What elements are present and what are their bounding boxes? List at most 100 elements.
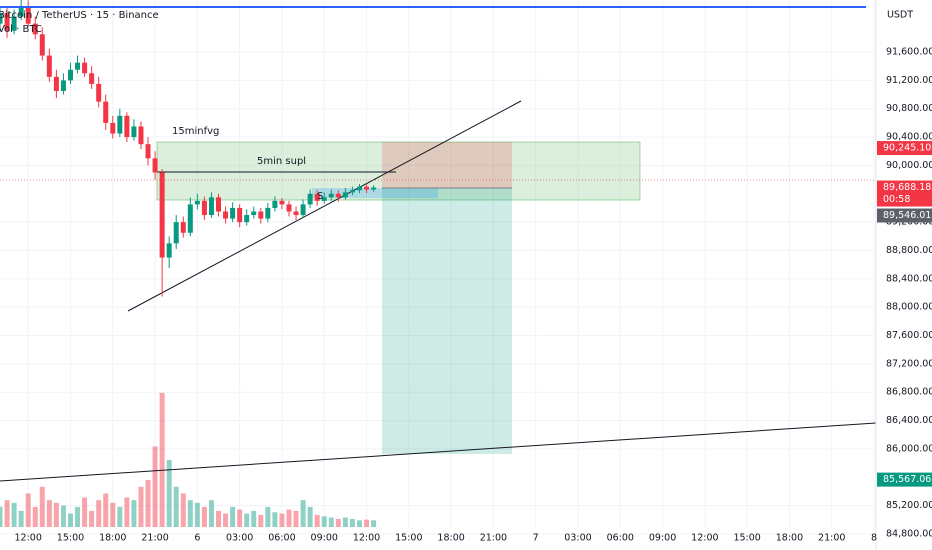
candle-body xyxy=(60,80,66,92)
x-tick-label: 03:00 xyxy=(226,533,253,544)
candle-body xyxy=(159,172,165,258)
y-tick-label: 90,400.00 xyxy=(886,132,932,143)
volume-bar xyxy=(364,519,370,527)
candle-body xyxy=(138,126,144,145)
x-tick-label: 21:00 xyxy=(818,533,845,544)
volume-bar xyxy=(82,497,88,527)
candle-body xyxy=(307,193,313,205)
candle-body xyxy=(328,193,334,198)
volume-bar xyxy=(11,502,17,527)
volume-bar xyxy=(272,512,278,527)
candle-body xyxy=(371,187,377,190)
volume-bar xyxy=(53,502,59,527)
candle-body xyxy=(223,211,229,219)
candle-body xyxy=(25,5,31,24)
y-tick-label: 88,000.00 xyxy=(886,302,932,313)
volume-bar xyxy=(194,502,200,527)
candle-body xyxy=(124,115,130,138)
target-zone[interactable] xyxy=(382,188,512,454)
volume-bar xyxy=(110,502,116,527)
trend-line[interactable] xyxy=(127,100,522,312)
volume-bar xyxy=(223,513,229,527)
volume-bar xyxy=(4,500,10,527)
volume-bar xyxy=(208,500,214,527)
volume-bar xyxy=(265,506,271,527)
candle-body xyxy=(131,126,137,138)
x-tick-label: 21:00 xyxy=(141,533,168,544)
candle-body xyxy=(216,197,222,212)
fvg-zone[interactable] xyxy=(156,141,641,201)
x-tick-label: 15:00 xyxy=(733,533,760,544)
y-tick-label: 88,400.00 xyxy=(886,273,932,284)
volume-bar xyxy=(138,486,144,527)
volume-bar xyxy=(328,517,334,527)
volume-bar xyxy=(230,506,236,527)
volume-bar xyxy=(166,459,172,527)
candle-body xyxy=(272,200,278,208)
x-tick-label: 6 xyxy=(194,533,200,544)
price-label-bg xyxy=(877,472,932,487)
candle-body xyxy=(53,76,59,92)
y-tick-label: 86,400.00 xyxy=(886,415,932,426)
volume-bar xyxy=(25,493,31,527)
candle-body xyxy=(194,200,200,205)
annotation: S xyxy=(317,191,323,202)
volume-bar xyxy=(201,506,207,527)
volume-bar xyxy=(89,510,95,527)
candle-body xyxy=(103,101,109,123)
volume-bar xyxy=(0,506,3,527)
candle-body xyxy=(279,200,285,205)
volume-bar xyxy=(131,500,137,527)
candle-body xyxy=(39,34,45,56)
candle-body xyxy=(321,197,327,201)
axis-labels: 84,800.00 85,200.00 86,000.00 86,400.00 86,8… xyxy=(877,47,932,539)
x-tick-label: 12:00 xyxy=(14,533,41,544)
candle-body xyxy=(145,144,151,159)
y-tick-label: 86,800.00 xyxy=(886,387,932,398)
volume-bar xyxy=(244,513,250,527)
candle-body xyxy=(117,115,123,134)
candle-body xyxy=(342,192,348,198)
candle-body xyxy=(265,207,271,219)
candle-body xyxy=(11,16,17,31)
grid xyxy=(0,0,876,535)
candle-body xyxy=(349,190,355,193)
candle-body xyxy=(364,186,370,190)
candle-body xyxy=(356,186,362,191)
price-label: 85,567.06 xyxy=(883,474,931,485)
volume-bar xyxy=(60,505,66,527)
trend-line[interactable] xyxy=(0,422,877,482)
volume-bar xyxy=(307,506,313,527)
y-tick-label: 90,800.00 xyxy=(886,103,932,114)
y-tick-label: 87,600.00 xyxy=(886,330,932,341)
volume-bar xyxy=(103,493,109,527)
volume-bar xyxy=(258,514,264,527)
candle-body xyxy=(251,211,257,216)
candle-body xyxy=(32,23,38,35)
volume-bar xyxy=(342,517,348,527)
candles xyxy=(0,0,377,297)
currency[interactable]: USDT xyxy=(887,10,913,21)
y-tick-label: 87,200.00 xyxy=(886,358,932,369)
volume-bar xyxy=(145,480,151,527)
x-tick-label: 18:00 xyxy=(776,533,803,544)
volume-bar xyxy=(117,506,123,527)
candle-body xyxy=(166,243,172,258)
volume-bar xyxy=(187,500,193,527)
x-tick-label: 06:00 xyxy=(607,533,634,544)
x-tick-label: 21:00 xyxy=(480,533,507,544)
y-tick-label: 90,000.00 xyxy=(886,160,932,171)
price-label: 89,688.18 xyxy=(883,182,931,193)
y-tick-label: 91,600.00 xyxy=(886,47,932,58)
candle-body xyxy=(230,207,236,219)
entry-box[interactable] xyxy=(312,188,438,198)
price-label: 89,546.01 xyxy=(883,210,931,221)
volume-pane xyxy=(0,392,377,527)
candle-body xyxy=(201,200,207,216)
annotation: 5min supl xyxy=(257,156,306,167)
candle-body xyxy=(335,193,341,198)
candle-body xyxy=(0,13,3,24)
volume-bar xyxy=(356,520,362,527)
x-tick-label: 18:00 xyxy=(99,533,126,544)
volume-bar xyxy=(279,513,285,527)
